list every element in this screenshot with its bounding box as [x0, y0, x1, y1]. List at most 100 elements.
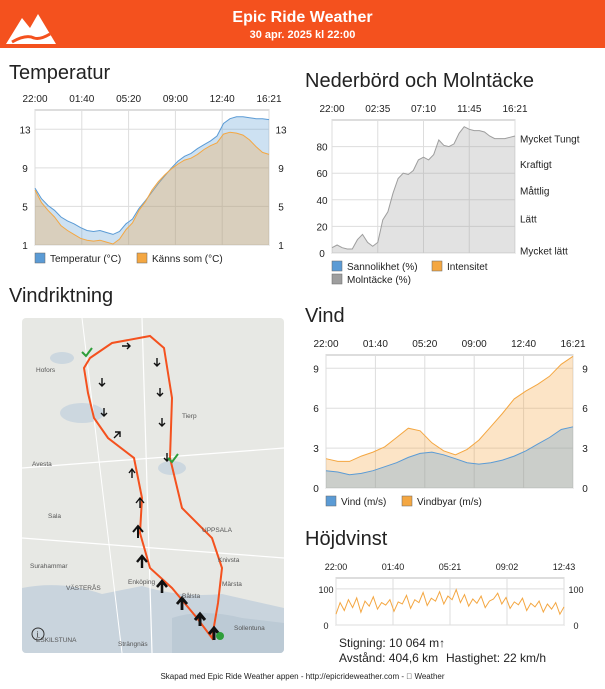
y-tick-label: 5 — [22, 202, 28, 213]
y-tick-label: 1 — [22, 241, 28, 252]
time-tick-label: 09:00 — [462, 339, 487, 350]
legend-swatch — [34, 252, 46, 264]
series-area — [35, 116, 269, 245]
y-tick-label: 0 — [319, 249, 325, 260]
map-place-label: Sala — [48, 513, 61, 520]
series-line — [335, 588, 565, 616]
y-tick-label-right: 3 — [582, 444, 588, 455]
y-tick-label-right: 9 — [278, 164, 284, 175]
time-tick-label: 05:20 — [116, 94, 141, 105]
map-place-label: Sollentuna — [234, 625, 265, 632]
legend-label: Vind (m/s) — [341, 497, 386, 508]
time-tick-label: 07:10 — [411, 104, 436, 115]
distance-stat: Avstånd: 404,6 km — [339, 651, 439, 665]
wind-direction-title: Vindriktning — [9, 285, 114, 307]
precipitation-chart: 22:00 02:35 07:10 11:45 16:21 0 20 40 60 80 Mycket… — [316, 104, 580, 286]
elevation-title: Höjdvinst — [305, 528, 388, 550]
time-tick-label: 05:21 — [439, 562, 462, 572]
time-tick-label: 01:40 — [382, 562, 405, 572]
series-area — [326, 426, 573, 488]
map-place-label: ESKILSTUNA — [36, 637, 77, 644]
series-area — [35, 132, 269, 245]
y-tick-label-right: 6 — [582, 404, 588, 415]
ride-date: 30 apr. 2025 kl 22:00 — [249, 29, 356, 41]
y-tick-label: 40 — [316, 196, 328, 207]
route-map: Hofors Avesta Sala Surahammar VÄSTERÅS Enköpi… — [22, 318, 284, 653]
time-tick-label: 11:45 — [457, 104, 482, 115]
legend-swatch — [136, 252, 148, 264]
y-tick-label-right: 0 — [582, 484, 588, 495]
series-line — [34, 116, 270, 235]
y-tick-label: 100 — [318, 585, 333, 595]
svg-text:i: i — [37, 630, 39, 639]
time-tick-label: 22:00 — [319, 104, 344, 115]
series-area — [326, 356, 573, 488]
series-line — [325, 355, 574, 462]
y-tick-label-right: 9 — [582, 364, 588, 375]
y-tick-label: 9 — [22, 164, 28, 175]
map-place-label: VÄSTERÅS — [66, 583, 101, 592]
app-title: Epic Ride Weather — [232, 9, 373, 26]
time-tick-label: 16:21 — [502, 104, 527, 115]
time-tick-label: 22:00 — [325, 562, 348, 572]
intensity-label: Lätt — [520, 214, 537, 225]
legend-swatch — [325, 495, 337, 507]
map-place-label: Strängnäs — [118, 641, 148, 648]
time-tick-label: 16:21 — [560, 339, 585, 350]
y-tick-label: 3 — [313, 444, 319, 455]
y-tick-label: 20 — [316, 222, 328, 233]
elevation-chart: 22:00 01:40 05:21 09:02 12:43 0 0 100 100 — [318, 562, 583, 631]
y-tick-label: 6 — [313, 404, 319, 415]
wind-chart: 22:00 01:40 05:20 09:00 12:40 16:21 0 0 3 3 6 6 9 9 Vi… — [313, 339, 588, 508]
series-line — [325, 426, 574, 476]
legend-swatch — [331, 273, 343, 285]
series-area — [332, 126, 515, 253]
intensity-label: Kraftigt — [520, 160, 552, 171]
time-tick-label: 22:00 — [22, 94, 47, 105]
y-tick-label-right: 13 — [275, 125, 287, 136]
map-place-label: Tierp — [182, 413, 197, 420]
time-tick-label: 16:21 — [256, 94, 281, 105]
map-place-label: Hofors — [36, 367, 56, 374]
temperature-title: Temperatur — [9, 62, 111, 84]
intensity-label: Mycket Tungt — [520, 135, 580, 146]
wind-direction-map[interactable]: Hofors Avesta Sala Surahammar VÄSTERÅS Enköpi… — [22, 318, 284, 653]
y-tick-label: 60 — [316, 169, 328, 180]
time-tick-label: 05:20 — [412, 339, 437, 350]
legend-label: Vindbyar (m/s) — [417, 497, 482, 508]
time-tick-label: 12:40 — [210, 94, 235, 105]
legend-swatch — [401, 495, 413, 507]
series-line — [331, 126, 516, 250]
time-tick-label: 02:35 — [365, 104, 390, 115]
y-tick-label-right: 100 — [568, 585, 583, 595]
precipitation-title: Nederbörd och Molntäcke — [305, 70, 535, 92]
y-tick-label: 80 — [316, 143, 328, 154]
y-tick-label: 13 — [19, 125, 31, 136]
time-tick-label: 01:40 — [363, 339, 388, 350]
y-tick-label: 0 — [323, 621, 328, 631]
map-place-label: Bålsta — [182, 592, 200, 600]
time-tick-label: 12:43 — [553, 562, 576, 572]
map-place-label: Märsta — [222, 581, 242, 588]
legend-label: Temperatur (°C) — [50, 254, 121, 265]
footer-credit: Skapad med Epic Ride Weather appen - htt… — [0, 672, 605, 681]
time-tick-label: 09:00 — [163, 94, 188, 105]
series-line — [34, 131, 270, 245]
intensity-label: Måttlig — [520, 185, 549, 197]
temperature-chart: 22:00 01:40 05:20 09:00 12:40 16:21 1 1 5 5 9 9 13 13… — [19, 94, 287, 265]
climb-stat: Stigning: 10 064 m↑ — [339, 636, 446, 650]
y-tick-label-right: 5 — [278, 202, 284, 213]
time-tick-label: 12:40 — [511, 339, 536, 350]
map-place-label: Surahammar — [30, 563, 68, 570]
speed-stat: Hastighet: 22 km/h — [446, 651, 547, 665]
epic-ride-logo-icon — [6, 14, 56, 44]
legend-label: Intensitet — [447, 262, 488, 273]
map-place-label: UPPSALA — [202, 527, 233, 534]
map-place-label: Enköping — [128, 579, 155, 586]
intensity-label: Mycket lätt — [520, 246, 568, 257]
wind-title: Vind — [305, 305, 345, 327]
time-tick-label: 09:02 — [496, 562, 519, 572]
y-tick-label: 0 — [313, 484, 319, 495]
legend-label: Känns som (°C) — [152, 254, 223, 265]
legend-label: Sannolikhet (%) — [347, 262, 418, 273]
